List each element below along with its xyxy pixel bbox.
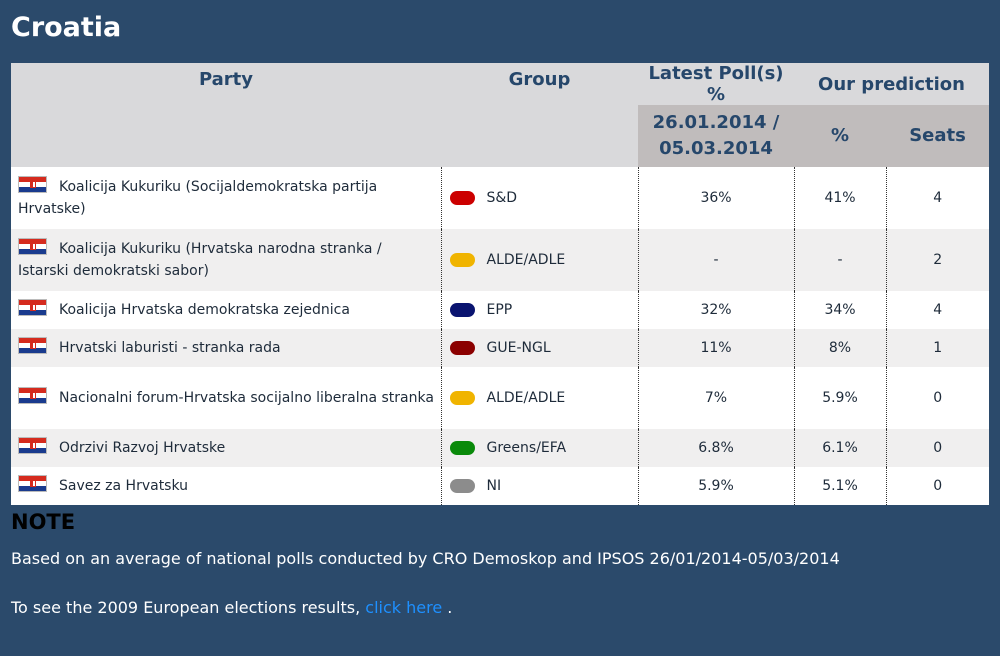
croatia-flag-icon [18,238,47,255]
poll-cell: 5.9% [637,467,794,505]
group-cell: ALDE/ADLE [440,229,638,291]
croatia-flag-icon [18,437,47,454]
party-cell: Odrzivi Razvoj Hrvatske [11,429,441,467]
prediction-pct-cell: 41% [793,167,886,229]
party-name: Koalicija Hrvatska demokratska zejednica [59,302,350,318]
click-here-link[interactable]: click here [365,598,443,617]
prediction-pct-cell: 5.1% [793,467,886,505]
poll-dates-line2: 05.03.2014 [659,138,773,159]
header-our-prediction: Our prediction [794,63,990,105]
party-name: Koalicija Kukuriku (Socijaldemokratska p… [18,179,378,217]
seats-cell: 2 [885,229,990,291]
note-link-suffix: . [447,598,453,617]
group-name: Greens/EFA [486,440,567,456]
header-latest-poll: Latest Poll(s) % [638,63,794,105]
table-row: Hrvatski laburisti - stranka rada GUE-NG… [11,329,990,367]
prediction-pct-cell: 6.1% [793,429,886,467]
party-cell: Nacionalni forum-Hrvatska socijalno libe… [11,367,441,429]
party-cell: Koalicija Kukuriku (Hrvatska narodna str… [11,229,441,291]
seats-cell: 4 [885,167,990,229]
prediction-pct-cell: 5.9% [793,367,886,429]
header-group: Group [441,63,638,167]
table-row: Odrzivi Razvoj Hrvatske Greens/EFA 6.8% … [11,429,990,467]
table-row: Koalicija Kukuriku (Socijaldemokratska p… [11,167,990,229]
group-name: EPP [486,302,513,318]
poll-cell: - [637,229,794,291]
party-name: Savez za Hrvatsku [59,478,189,494]
prediction-pct-cell: - [793,229,886,291]
party-cell: Hrvatski laburisti - stranka rada [11,329,441,367]
header-seats: Seats [886,105,990,167]
group-color-icon [449,341,475,355]
seats-cell: 0 [885,429,990,467]
seats-cell: 1 [885,329,990,367]
party-name: Odrzivi Razvoj Hrvatske [59,440,226,456]
group-name: ALDE/ADLE [486,252,566,268]
header-party: Party [11,63,441,167]
poll-dates-line1: 26.01.2014 / [652,112,780,133]
seats-cell: 0 [885,467,990,505]
croatia-flag-icon [18,337,47,354]
group-cell: S&D [440,167,638,229]
results-table: Party Group Latest Poll(s) % Our predict… [11,63,990,505]
page-title: Croatia [11,12,122,43]
group-name: GUE-NGL [486,340,551,356]
seats-cell: 0 [885,367,990,429]
note-text: Based on an average of national polls co… [11,549,840,568]
poll-cell: 11% [637,329,794,367]
croatia-flag-icon [18,387,47,404]
party-cell: Koalicija Hrvatska demokratska zejednica [11,291,441,329]
group-color-icon [449,253,475,267]
party-name: Hrvatski laburisti - stranka rada [59,340,281,356]
poll-cell: 32% [637,291,794,329]
group-cell: NI [440,467,638,505]
group-name: S&D [486,190,518,206]
group-color-icon [449,391,475,405]
seats-cell: 4 [885,291,990,329]
group-color-icon [449,303,475,317]
table-row: Koalicija Kukuriku (Hrvatska narodna str… [11,229,990,291]
party-name: Nacionalni forum-Hrvatska socijalno libe… [59,390,434,406]
croatia-flag-icon [18,176,47,193]
note-link-line: To see the 2009 European elections resul… [11,598,452,617]
group-cell: EPP [440,291,638,329]
poll-cell: 36% [637,167,794,229]
party-cell: Savez za Hrvatsku [11,467,441,505]
party-name: Koalicija Kukuriku (Hrvatska narodna str… [18,241,382,279]
note-link-prefix: To see the 2009 European elections resul… [11,598,361,617]
party-cell: Koalicija Kukuriku (Socijaldemokratska p… [11,167,441,229]
group-cell: Greens/EFA [440,429,638,467]
croatia-flag-icon [18,299,47,316]
prediction-pct-cell: 34% [793,291,886,329]
poll-cell: 7% [637,367,794,429]
table-row: Koalicija Hrvatska demokratska zejednica… [11,291,990,329]
poll-cell: 6.8% [637,429,794,467]
prediction-pct-cell: 8% [793,329,886,367]
group-color-icon [449,479,475,493]
note-title: NOTE [11,510,76,534]
header-pct: % [794,105,886,167]
group-cell: ALDE/ADLE [440,367,638,429]
table-row: Savez za Hrvatsku NI 5.9% 5.1% 0 [11,467,990,505]
group-name: NI [486,478,502,494]
croatia-flag-icon [18,475,47,492]
group-cell: GUE-NGL [440,329,638,367]
subheader-row: 26.01.2014 / 05.03.2014 % Seats [11,105,990,167]
header-row: Party Group Latest Poll(s) % Our predict… [11,63,990,167]
header-poll-dates: 26.01.2014 / 05.03.2014 [638,105,794,167]
group-color-icon [449,191,475,205]
group-name: ALDE/ADLE [486,390,566,406]
table-row: Nacionalni forum-Hrvatska socijalno libe… [11,367,990,429]
group-color-icon [449,441,475,455]
